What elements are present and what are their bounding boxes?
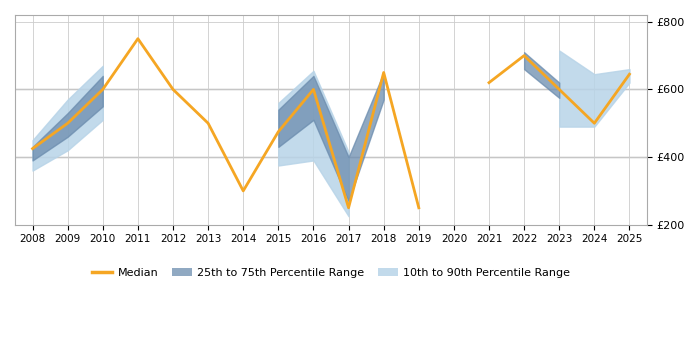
Legend: Median, 25th to 75th Percentile Range, 10th to 90th Percentile Range: Median, 25th to 75th Percentile Range, 1… [88, 263, 575, 282]
